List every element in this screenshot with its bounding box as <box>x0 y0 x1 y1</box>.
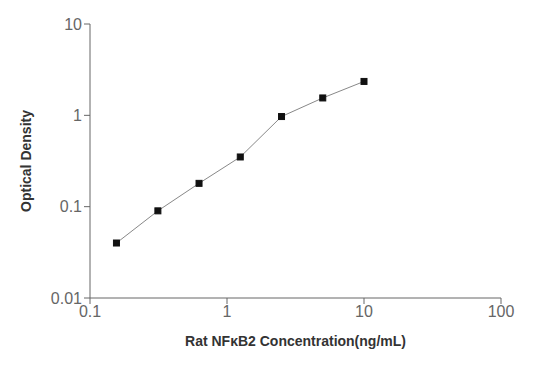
svg-text:100: 100 <box>488 303 515 320</box>
svg-text:1: 1 <box>73 107 82 124</box>
svg-text:Rat NFκB2 Concentration(ng/mL): Rat NFκB2 Concentration(ng/mL) <box>185 333 406 349</box>
svg-text:10: 10 <box>64 16 82 33</box>
svg-text:0.1: 0.1 <box>60 198 82 215</box>
svg-text:1: 1 <box>223 303 232 320</box>
svg-text:0.1: 0.1 <box>79 303 101 320</box>
svg-text:10: 10 <box>355 303 373 320</box>
svg-text:Optical Density: Optical Density <box>18 110 34 212</box>
svg-text:0.01: 0.01 <box>51 290 82 307</box>
